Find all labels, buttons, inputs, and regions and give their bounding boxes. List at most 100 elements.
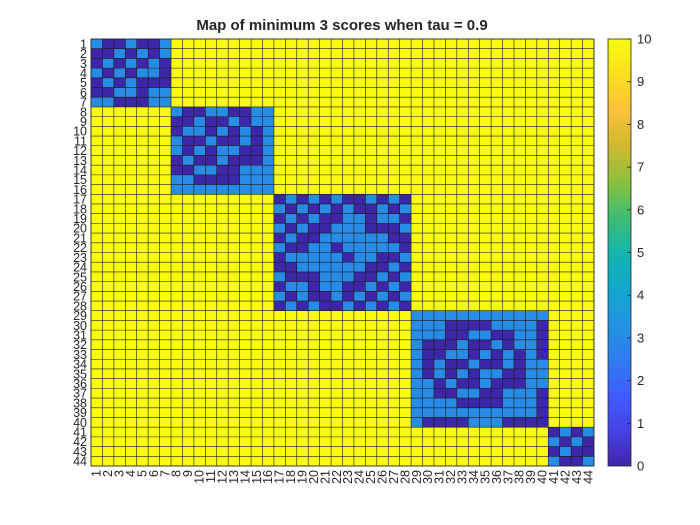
heatmap-cell [582,446,595,457]
heatmap-cell [445,174,457,185]
heatmap-cell [296,77,309,88]
heatmap-cell [548,359,560,369]
heatmap-cell [502,174,515,185]
heatmap-cell [411,68,423,78]
heatmap-cell [548,417,560,428]
heatmap-cell [251,349,263,360]
heatmap-cell [216,291,229,302]
heatmap-cell [319,252,332,263]
heatmap-cell [159,174,172,185]
heatmap-cell [456,427,469,437]
heatmap-cell [571,320,583,331]
heatmap-cell [319,339,332,350]
heatmap-cell [411,378,423,389]
heatmap-cell [228,368,240,379]
heatmap-cell [308,213,320,224]
heatmap-cell [525,368,537,379]
heatmap-cell [228,136,240,146]
heatmap-cell [571,223,583,234]
heatmap-cell [536,213,549,224]
heatmap-cell [91,291,103,302]
heatmap-cell [399,155,412,166]
heatmap-cell [502,262,515,272]
heatmap-cell [319,378,332,389]
heatmap-cell [319,48,332,59]
x-tick-label: 36 [490,470,504,484]
heatmap-cell [251,223,263,234]
heatmap-cell [342,388,354,399]
x-tick-label: 15 [250,470,264,484]
heatmap-cell [296,68,309,78]
x-tick-label: 25 [364,470,378,484]
heatmap-cell [102,106,114,117]
heatmap-cell [422,368,434,379]
heatmap-cell [102,97,114,107]
heatmap-cell [296,398,309,408]
heatmap-cell [399,174,412,185]
heatmap-cell [536,310,549,321]
heatmap-cell [433,203,446,214]
heatmap-cell [102,407,114,418]
heatmap-cell [331,310,343,321]
heatmap-cell [228,87,240,98]
heatmap-cell [502,407,515,418]
heatmap-cell [525,116,537,127]
heatmap-cell [308,368,320,379]
heatmap-cell [125,291,137,302]
heatmap-cell [136,271,149,282]
heatmap-cell [262,320,274,331]
heatmap-cell [285,203,297,214]
heatmap-cell [365,339,377,350]
heatmap-cell [228,68,240,78]
heatmap-cell [308,58,320,69]
heatmap-cell [262,378,274,389]
heatmap-cell [308,417,320,428]
heatmap-cell [148,349,160,360]
heatmap-cell [353,203,366,214]
heatmap-cell [228,213,240,224]
heatmap-cell [376,281,389,292]
heatmap-cell [456,58,469,69]
heatmap-cell [171,330,183,340]
heatmap-cell [205,48,217,59]
heatmap-cell [513,184,526,195]
heatmap-cell [148,242,160,253]
heatmap-cell [91,252,103,263]
heatmap-cell [445,301,457,311]
heatmap-cell [365,87,377,98]
heatmap-cell [296,271,309,282]
heatmap-cell [251,339,263,350]
heatmap-cell [582,68,595,78]
heatmap-cell [479,174,492,185]
heatmap-cell [296,242,309,253]
x-tick-label: 33 [456,470,470,484]
heatmap-cell [342,136,354,146]
heatmap-cell [113,310,126,321]
heatmap-cell [411,58,423,69]
heatmap-cell [353,436,366,447]
heatmap-cell [262,281,274,292]
heatmap-cell [193,223,206,234]
heatmap-cell [342,310,354,321]
heatmap-cell [113,203,126,214]
heatmap-cell [319,145,332,156]
heatmap-cell [216,87,229,98]
heatmap-cell [171,339,183,350]
heatmap-cell [456,48,469,59]
heatmap-cell [136,339,149,350]
heatmap-cell [205,262,217,272]
heatmap-cell [296,87,309,98]
heatmap-cell [113,97,126,107]
heatmap-cell [125,398,137,408]
heatmap-cell [513,223,526,234]
heatmap-cell [456,368,469,379]
heatmap-cell [582,262,595,272]
heatmap-cell [319,223,332,234]
colorbar-tick-label: 5 [637,245,644,260]
heatmap-cell [91,213,103,224]
heatmap-cell [296,145,309,156]
y-tick-label: 42 [73,435,87,449]
heatmap-cell [319,106,332,117]
heatmap-cell [308,281,320,292]
heatmap-cell [262,106,274,117]
